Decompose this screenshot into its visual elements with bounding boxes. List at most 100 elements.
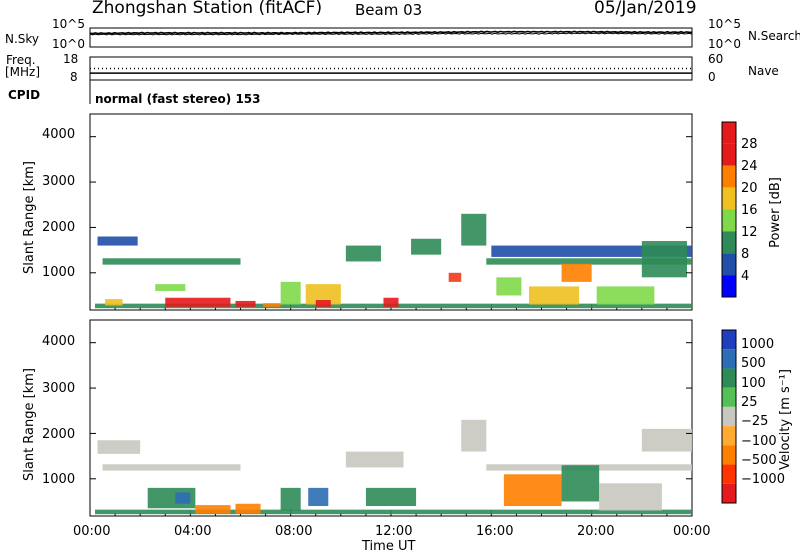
- power-colorbar-tick: 20: [741, 181, 758, 196]
- velocity-ytick-2000: 2000: [42, 427, 76, 442]
- velocity-colorbar-segment: [722, 464, 736, 484]
- power-colorbar-segment: [722, 231, 736, 254]
- nave-tick-bottom: 0: [708, 70, 716, 84]
- power-cell: [461, 213, 487, 246]
- cpid-label: CPID: [8, 88, 41, 102]
- power-colorbar-tick: 24: [741, 159, 758, 174]
- noise-series-line: [89, 30, 692, 35]
- velocity-cell: [308, 487, 329, 507]
- velocity-cell: [95, 509, 693, 515]
- power-colorbar-tick: 16: [741, 203, 758, 218]
- power-colorbar-segment-frame: [721, 121, 737, 298]
- power-colorbar-segment: [722, 253, 736, 276]
- velocity-ytick-4000: 4000: [42, 334, 76, 349]
- velocity-ytick-3000: 3000: [42, 381, 76, 396]
- velocity-colorbar-tick: −25: [741, 414, 769, 430]
- cpid-mode: normal (fast stereo) 153: [95, 92, 261, 106]
- power-ytick-4000: 4000: [42, 127, 76, 142]
- power-cell: [155, 284, 186, 291]
- xtick-4: 16:00: [476, 524, 514, 539]
- velocity-cell: [599, 483, 662, 511]
- power-colorbar-tick: 8: [741, 247, 750, 262]
- xtick-6: 00:00: [673, 524, 711, 539]
- power-cell: [528, 286, 580, 305]
- power-cell: [165, 297, 231, 307]
- xtick-5: 20:00: [577, 524, 615, 539]
- velocity-cell: [195, 505, 231, 514]
- power-colorbar-segment: [722, 187, 736, 210]
- power-colorbar-tick: 12: [741, 225, 758, 240]
- power-colorbar-tick: 28: [741, 137, 758, 152]
- velocity-cell: [345, 451, 404, 468]
- velocity-cell: [641, 428, 692, 452]
- xtick-2: 08:00: [275, 524, 313, 539]
- nave-tick-top: 60: [708, 52, 724, 66]
- power-cell: [280, 281, 301, 305]
- noise-panel-frame: [89, 27, 693, 48]
- power-ytick-1000: 1000: [42, 265, 76, 280]
- power-colorbar-segment: [722, 122, 736, 144]
- power-cell: [105, 299, 123, 306]
- noise-search-label: N.Search: [748, 29, 800, 43]
- noise-series-line: [89, 32, 693, 36]
- velocity-colorbar-tick: 100: [741, 375, 766, 391]
- power-cell: [491, 245, 692, 257]
- date-label: 05/Jan/2019: [594, 0, 697, 18]
- velocity-cell: [503, 474, 562, 507]
- velocity-cell: [175, 492, 191, 504]
- noise-left-tick-bottom: 10^0: [52, 37, 85, 51]
- xtick-0: 00:00: [73, 524, 111, 539]
- velocity-ytick-1000: 1000: [42, 472, 76, 487]
- power-cell: [383, 297, 399, 307]
- power-cell: [315, 300, 331, 307]
- power-ytick-3000: 3000: [42, 174, 76, 189]
- velocity-colorbar-tick: −500: [741, 452, 777, 468]
- power-colorbar-segment: [722, 275, 736, 297]
- power-cell: [263, 303, 281, 307]
- velocity-cell: [365, 487, 417, 507]
- beam-label: Beam 03: [355, 1, 423, 19]
- power-cell: [97, 236, 138, 246]
- power-cell: [561, 263, 592, 282]
- noise-sky-label: N.Sky: [5, 32, 40, 46]
- power-cell: [496, 277, 522, 296]
- velocity-colorbar-tick: −100: [741, 433, 777, 449]
- power-cell: [235, 300, 256, 307]
- freq-label-top: Freq.: [6, 53, 36, 67]
- xaxis-label: Time UT: [362, 539, 416, 554]
- velocity-colorbar-segment: [722, 445, 736, 465]
- power-cell: [411, 238, 442, 255]
- velocity-colorbar-segment: [722, 349, 736, 369]
- power-cell: [486, 258, 692, 265]
- power-ytick-2000: 2000: [42, 220, 76, 235]
- freq-tick-bottom: 8: [70, 70, 78, 84]
- velocity-colorbar-segment: [722, 330, 736, 350]
- power-cell: [448, 272, 462, 282]
- noise-right-tick-bottom: 10^0: [708, 37, 741, 51]
- velocity-colorbar-segment: [722, 483, 736, 503]
- power-cell: [641, 241, 687, 278]
- velocity-cell: [97, 440, 141, 454]
- freq-tick-top: 18: [63, 52, 79, 66]
- velocity-cell: [280, 487, 301, 511]
- velocity-colorbar-segment-frame: [721, 329, 737, 504]
- velocity-colorbar-tick: 25: [741, 394, 758, 410]
- velocity-colorbar-segment: [722, 368, 736, 388]
- freq-label-bottom: [MHz]: [5, 65, 41, 79]
- power-colorbar-tick: 4: [741, 269, 750, 284]
- velocity-colorbar-segment: [722, 426, 736, 446]
- xtick-3: 12:00: [375, 524, 413, 539]
- velocity-cell: [461, 419, 487, 452]
- power-colorbar-segment: [722, 165, 736, 188]
- velocity-colorbar-segment: [722, 406, 736, 427]
- noise-left-tick-top: 10^5: [52, 17, 85, 31]
- velocity-colorbar-segment: [722, 387, 736, 407]
- velocity-colorbar-tick: 500: [741, 356, 766, 372]
- power-cell: [102, 258, 241, 265]
- xtick-1: 04:00: [174, 524, 212, 539]
- velocity-colorbar-tick: 1000: [741, 337, 775, 352]
- noise-right-tick-top: 10^5: [708, 17, 741, 31]
- velocity-cell: [102, 464, 241, 471]
- power-colorbar-segment: [722, 209, 736, 232]
